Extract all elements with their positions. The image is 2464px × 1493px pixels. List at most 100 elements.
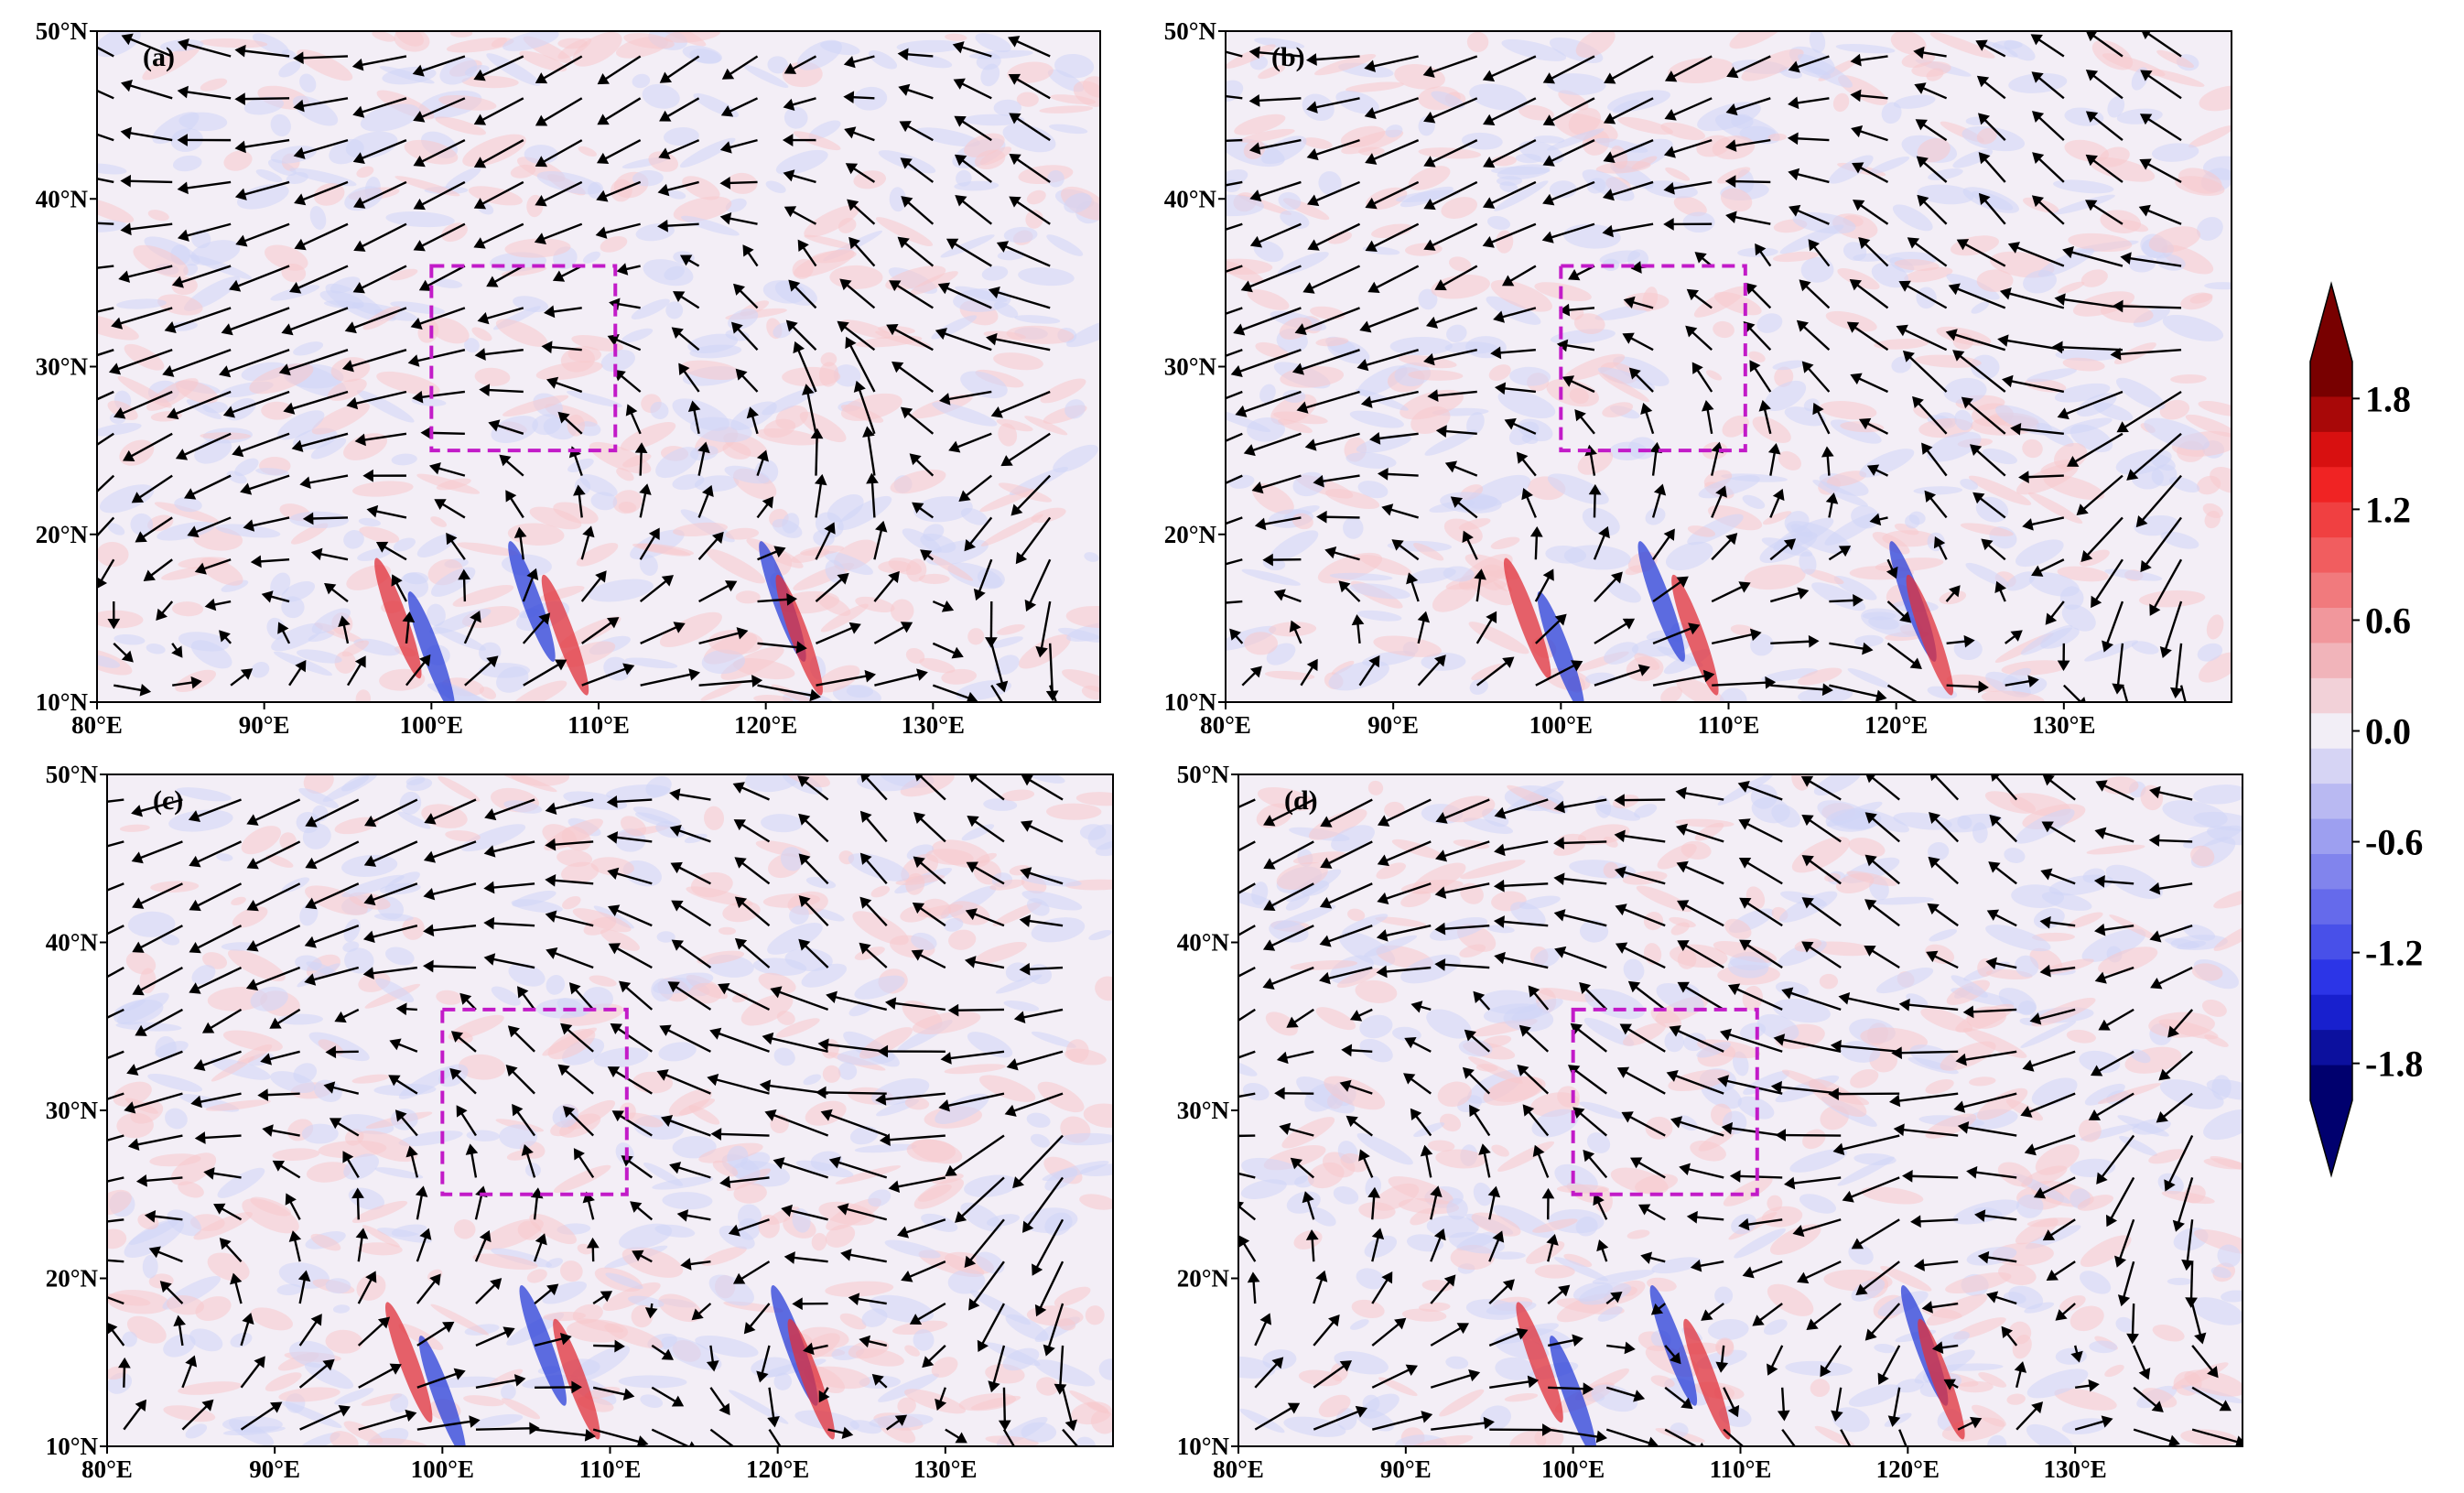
wind-vector: [313, 517, 348, 518]
field-shading: [1021, 1423, 1056, 1443]
wind-vector-head: [70, 1027, 81, 1037]
wind-vector: [1313, 1239, 1314, 1261]
x-tick-label: 90°E: [1367, 711, 1419, 739]
wind-vector-head: [1194, 136, 1203, 147]
wind-vector-head: [1795, 1450, 1805, 1461]
wind-vector-head: [1220, 1022, 1231, 1032]
wind-vector-head: [1208, 983, 1219, 993]
wind-vector-head: [1216, 598, 1225, 609]
wind-vector-head: [82, 494, 92, 504]
y-tick-label: 40°N: [46, 929, 99, 957]
wind-vector-head: [1205, 562, 1216, 573]
colorbar-band: [2310, 749, 2352, 784]
x-tick-label: 120°E: [734, 711, 797, 739]
wind-vector-head: [76, 847, 86, 858]
wind-vector: [433, 967, 476, 968]
x-tick-label: 100°E: [400, 711, 463, 739]
wind-vector: [430, 433, 464, 434]
wind-vector-head: [1194, 88, 1204, 99]
wind-vector: [2159, 840, 2192, 841]
y-tick-label: 40°N: [36, 185, 89, 212]
panel-label: (b): [1271, 42, 1305, 72]
wind-vector-head: [1062, 731, 1072, 741]
map-content: [1173, 10, 2253, 735]
wind-vector: [1828, 456, 1830, 475]
wind-vector-head: [63, 406, 74, 416]
y-tick-label: 50°N: [46, 761, 99, 788]
wind-vector: [641, 452, 642, 475]
wind-vector: [1829, 600, 1853, 601]
wind-vector: [1563, 841, 1606, 843]
wind-vector-head: [1194, 232, 1205, 242]
y-tick-label: 10°N: [1177, 1433, 1230, 1460]
colorbar-band: [2310, 1030, 2352, 1066]
wind-vector: [1203, 140, 1242, 142]
field-shading: [1683, 211, 1715, 233]
wind-vector-head: [65, 168, 75, 179]
colorbar-band: [2310, 396, 2352, 432]
colorbar-tick-label: -0.6: [2365, 822, 2423, 863]
colorbar-tick-label: -1.8: [2365, 1044, 2423, 1085]
y-tick-label: 30°N: [1177, 1097, 1230, 1124]
wind-vector-head: [1187, 449, 1198, 459]
y-tick-label: 50°N: [1164, 17, 1217, 45]
y-tick-label: 10°N: [46, 1433, 99, 1460]
colorbar-band: [2310, 432, 2352, 468]
x-tick-label: 100°E: [411, 1455, 474, 1483]
y-tick-label: 20°N: [36, 521, 89, 548]
y-tick-label: 30°N: [46, 1097, 99, 1124]
colorbar-extend-max: [2310, 284, 2352, 362]
wind-vector-head: [65, 217, 74, 228]
wind-vector-head: [2187, 725, 2198, 735]
wind-vector: [853, 97, 874, 98]
wind-vector: [2191, 1261, 2192, 1298]
wind-vector: [1740, 1176, 1782, 1177]
y-tick-label: 20°N: [1177, 1265, 1230, 1293]
x-tick-label: 90°E: [249, 1455, 300, 1483]
wind-vector: [2028, 476, 2064, 478]
colorbar: 1.81.20.60.0-0.6-1.2-1.8: [2310, 284, 2423, 1175]
wind-vector: [958, 1010, 1004, 1011]
wind-vector-head: [1178, 408, 1188, 418]
wind-vector-head: [66, 122, 76, 132]
wind-vector-head: [1195, 488, 1206, 498]
wind-vector-head: [1213, 1131, 1222, 1141]
wind-vector-head: [1208, 901, 1219, 910]
panel-label: (a): [143, 42, 175, 72]
wind-vector: [1782, 1388, 1784, 1412]
colorbar-band: [2310, 713, 2352, 749]
colorbar-band: [2310, 925, 2352, 960]
wind-vector: [1254, 1282, 1256, 1304]
colorbar-band: [2310, 889, 2352, 925]
wind-vector-head: [1222, 1166, 1232, 1177]
wind-vector-head: [61, 1067, 72, 1077]
wind-vector-head: [1848, 1450, 1858, 1461]
y-tick-label: 30°N: [1164, 353, 1217, 381]
y-tick-label: 40°N: [1164, 185, 1217, 212]
wind-vector: [1388, 474, 1419, 476]
wind-vector: [1912, 1176, 1958, 1178]
y-tick-label: 20°N: [1164, 521, 1217, 548]
wind-vector: [267, 1094, 299, 1095]
wind-vector-head: [72, 1182, 82, 1193]
wind-vector-head: [1083, 1454, 1093, 1464]
x-tick-label: 120°E: [1876, 1455, 1940, 1483]
wind-vector-head: [1016, 1455, 1025, 1466]
wind-vector: [1624, 800, 1665, 801]
colorbar-extend-min: [2310, 1100, 2352, 1175]
colorbar-band: [2310, 995, 2352, 1031]
field-shading: [222, 1416, 283, 1433]
wind-vector: [1225, 601, 1242, 603]
wind-vector-head: [76, 894, 87, 904]
colorbar-tick-label: -1.2: [2365, 933, 2423, 974]
wind-vector: [1735, 181, 1771, 182]
y-tick-label: 10°N: [36, 688, 89, 716]
x-tick-label: 110°E: [1710, 1455, 1772, 1483]
wind-vector-head: [63, 1145, 73, 1156]
wind-vector-head: [87, 536, 97, 546]
wind-vector-head: [1207, 813, 1218, 823]
wind-vector-head: [73, 451, 84, 461]
